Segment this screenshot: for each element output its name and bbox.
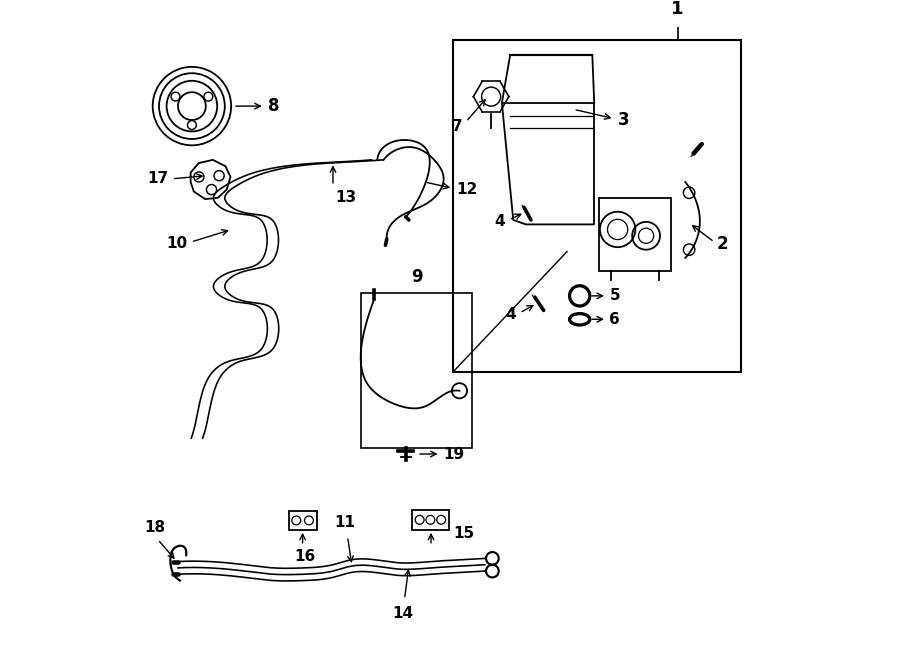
Text: 6: 6 [609, 312, 620, 327]
Bar [412, 510, 449, 530]
Text: 11: 11 [334, 515, 355, 530]
Text: 14: 14 [392, 606, 413, 621]
Text: 8: 8 [268, 97, 279, 115]
Bar [362, 293, 472, 447]
Text: 9: 9 [411, 268, 423, 286]
Text: 15: 15 [454, 525, 474, 541]
Bar [454, 40, 741, 371]
Text: 3: 3 [617, 111, 629, 129]
Text: 16: 16 [294, 549, 315, 564]
Text: 2: 2 [717, 235, 729, 253]
Text: 17: 17 [148, 171, 168, 186]
Text: 12: 12 [456, 182, 478, 197]
Text: 4: 4 [505, 307, 516, 323]
Text: 1: 1 [671, 0, 684, 18]
Text: 4: 4 [494, 214, 505, 229]
Bar [289, 511, 317, 530]
Text: 10: 10 [166, 236, 187, 251]
Text: 13: 13 [335, 190, 356, 205]
Text: 19: 19 [444, 447, 464, 461]
Text: 18: 18 [144, 520, 165, 535]
Text: 5: 5 [609, 288, 620, 303]
Text: 7: 7 [452, 120, 463, 134]
Bar [598, 198, 671, 270]
